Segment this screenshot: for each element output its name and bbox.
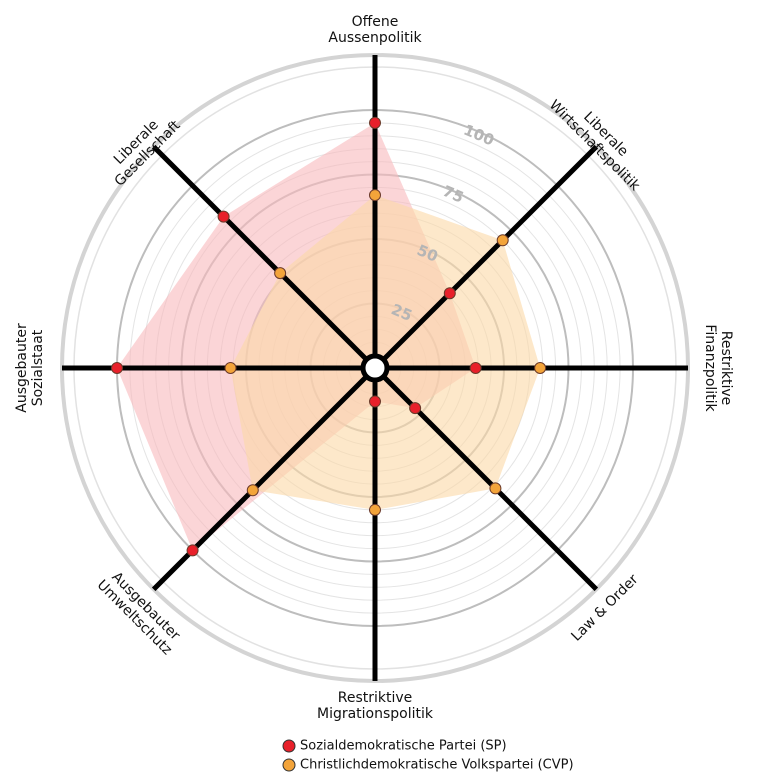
legend-marker: [282, 739, 296, 753]
data-point: [443, 287, 456, 300]
data-point: [489, 482, 502, 495]
data-point: [369, 395, 381, 408]
data-point: [217, 210, 230, 223]
dots: [111, 116, 547, 557]
category-label: AusgebauterSozialstaat: [14, 323, 46, 413]
series-area: [230, 195, 541, 510]
data-point: [369, 116, 381, 129]
category-label: Restriktive Migrationspolitik: [317, 690, 434, 722]
category-label: Offene Aussenpolitik: [328, 14, 422, 46]
axis-line: [151, 144, 377, 370]
legend-label: Christlichdemokratische Volkspartei (CVP…: [300, 758, 574, 773]
data-point: [534, 362, 547, 374]
data-point: [246, 484, 259, 497]
center: [360, 353, 390, 383]
data-point: [409, 402, 422, 415]
category-label: AusgebauterUmweltschutz: [94, 566, 187, 659]
data-point: [186, 544, 199, 557]
category-label: RestriktiveFinanzpolitik: [702, 324, 734, 412]
data-point: [369, 189, 381, 202]
legend-marker: [282, 758, 296, 772]
legend: Sozialdemokratische Partei (SP) Christlic…: [282, 739, 574, 773]
tick-label: 100: [461, 121, 497, 150]
data-point: [224, 362, 237, 374]
data-point: [111, 362, 123, 374]
data-point: [496, 234, 509, 247]
legend-label: Sozialdemokratische Partei (SP): [300, 739, 507, 754]
data-point: [469, 362, 482, 374]
data-point: [369, 503, 381, 516]
tick-label: 75: [440, 182, 466, 207]
data-point: [274, 267, 287, 280]
areas: [117, 122, 541, 551]
axis-line: [373, 144, 599, 370]
